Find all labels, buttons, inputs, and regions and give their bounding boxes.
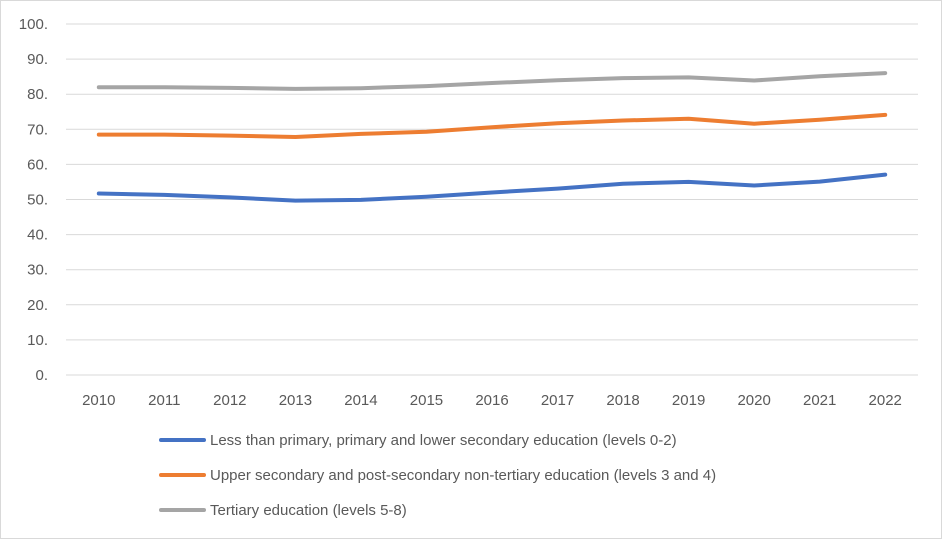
series-line-1 xyxy=(96,172,888,203)
x-tick-label: 2022 xyxy=(869,392,902,409)
series-lines xyxy=(96,71,888,203)
x-tick-label: 2010 xyxy=(82,392,115,409)
x-tick-label: 2019 xyxy=(672,392,705,409)
legend-label-2: Upper secondary and post-secondary non-t… xyxy=(210,467,716,484)
y-tick-label: 10. xyxy=(27,332,48,349)
y-tick-label: 40. xyxy=(27,227,48,244)
x-tick-label: 2011 xyxy=(148,392,180,409)
y-tick-label: 80. xyxy=(27,86,48,103)
x-tick-label: 2021 xyxy=(803,392,836,409)
x-tick-label: 2015 xyxy=(410,392,443,409)
x-tick-label: 2013 xyxy=(279,392,312,409)
y-tick-label: 60. xyxy=(27,156,48,173)
y-axis: 0. 10. 20. 30. 40. 50. 60. 70. 80. 90. 100. xyxy=(19,16,48,384)
series-line-2 xyxy=(96,112,888,139)
y-tick-label: 100. xyxy=(19,16,48,33)
legend: Less than primary, primary and lower sec… xyxy=(159,432,716,519)
x-tick-label: 2018 xyxy=(606,392,639,409)
legend-label-3: Tertiary education (levels 5-8) xyxy=(210,502,407,519)
x-axis: 2010 2011 2012 2013 2014 2015 2016 2017 2018 2019… xyxy=(82,392,902,409)
x-tick-label: 2014 xyxy=(344,392,377,409)
y-tick-label: 0. xyxy=(35,367,48,384)
x-tick-label: 2016 xyxy=(475,392,508,409)
y-tick-label: 70. xyxy=(27,121,48,138)
y-tick-label: 90. xyxy=(27,51,48,68)
x-tick-label: 2012 xyxy=(213,392,246,409)
legend-label-1: Less than primary, primary and lower sec… xyxy=(210,432,677,449)
y-tick-label: 20. xyxy=(27,297,48,314)
x-tick-label: 2020 xyxy=(737,392,770,409)
y-tick-label: 50. xyxy=(27,192,48,209)
x-tick-label: 2017 xyxy=(541,392,574,409)
gridlines xyxy=(66,23,918,376)
series-line-3 xyxy=(96,71,888,91)
y-tick-label: 30. xyxy=(27,262,48,279)
